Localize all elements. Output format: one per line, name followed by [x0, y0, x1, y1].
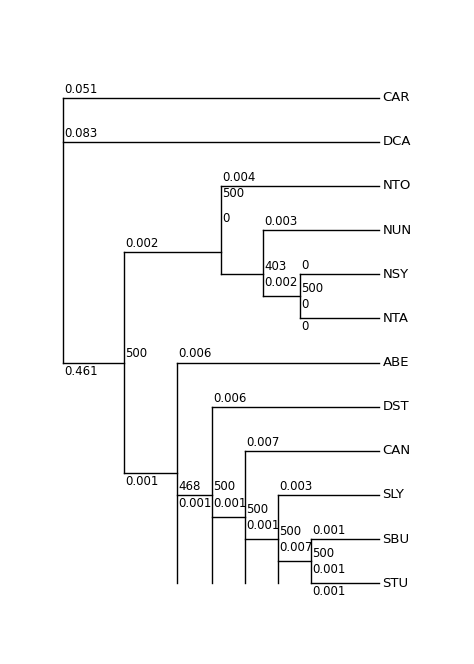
Text: 0: 0	[301, 321, 309, 333]
Text: 403: 403	[264, 260, 286, 273]
Text: 500: 500	[246, 503, 268, 515]
Text: 0.001: 0.001	[178, 497, 211, 509]
Text: CAN: CAN	[383, 444, 410, 457]
Text: 0.051: 0.051	[64, 82, 97, 96]
Text: 0.004: 0.004	[222, 171, 255, 184]
Text: 0.001: 0.001	[312, 524, 346, 537]
Text: ABE: ABE	[383, 356, 409, 369]
Text: 0.461: 0.461	[64, 365, 98, 378]
Text: 500: 500	[213, 481, 235, 493]
Text: NSY: NSY	[383, 268, 409, 281]
Text: STU: STU	[383, 577, 409, 590]
Text: 500: 500	[279, 525, 301, 538]
Text: SBU: SBU	[383, 533, 410, 546]
Text: DCA: DCA	[383, 135, 411, 148]
Text: 0: 0	[301, 259, 309, 272]
Text: CAR: CAR	[383, 91, 410, 104]
Text: 0.006: 0.006	[178, 347, 211, 361]
Text: 0.003: 0.003	[264, 215, 298, 228]
Text: 500: 500	[301, 282, 323, 295]
Text: 0.001: 0.001	[246, 519, 279, 532]
Text: 0: 0	[301, 298, 309, 311]
Text: 0.007: 0.007	[246, 436, 279, 449]
Text: 500: 500	[222, 187, 244, 201]
Text: 0.001: 0.001	[125, 475, 159, 488]
Text: 0.002: 0.002	[125, 237, 159, 250]
Text: 0.006: 0.006	[213, 392, 246, 404]
Text: 0: 0	[222, 212, 229, 224]
Text: 468: 468	[178, 481, 201, 493]
Text: NUN: NUN	[383, 224, 411, 236]
Text: 0.083: 0.083	[64, 127, 97, 139]
Text: 0.007: 0.007	[279, 540, 312, 554]
Text: 0.003: 0.003	[279, 480, 312, 493]
Text: NTO: NTO	[383, 179, 411, 193]
Text: 0.001: 0.001	[312, 563, 346, 576]
Text: NTA: NTA	[383, 312, 409, 325]
Text: 500: 500	[125, 347, 147, 360]
Text: SLY: SLY	[383, 489, 404, 501]
Text: 0.001: 0.001	[213, 497, 246, 509]
Text: 0.002: 0.002	[264, 276, 298, 289]
Text: 500: 500	[312, 546, 334, 560]
Text: DST: DST	[383, 400, 409, 413]
Text: 0.001: 0.001	[312, 586, 346, 598]
